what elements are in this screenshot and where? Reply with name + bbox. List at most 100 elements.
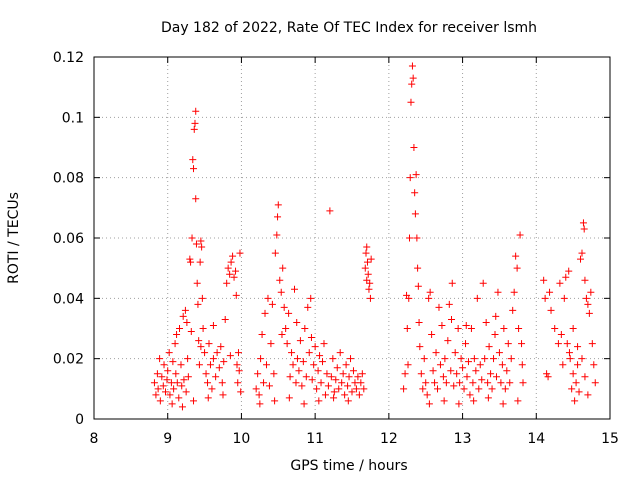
- data-point: [484, 379, 492, 387]
- data-point: [190, 165, 198, 173]
- data-point: [577, 255, 585, 263]
- data-point: [179, 312, 187, 320]
- data-point: [283, 340, 291, 348]
- data-point: [280, 303, 288, 311]
- data-point: [313, 385, 321, 393]
- data-point: [197, 237, 205, 245]
- data-point: [411, 210, 419, 218]
- data-point: [498, 361, 506, 369]
- data-point: [492, 312, 500, 320]
- data-point: [165, 349, 173, 357]
- data-point: [276, 276, 284, 284]
- data-point: [578, 355, 586, 363]
- data-point: [196, 258, 204, 266]
- data-point: [584, 391, 592, 399]
- data-point: [574, 343, 582, 351]
- data-point: [191, 119, 199, 127]
- data-point: [591, 379, 599, 387]
- data-point: [431, 379, 439, 387]
- data-point: [485, 343, 493, 351]
- data-point: [329, 355, 337, 363]
- data-point: [355, 391, 363, 399]
- data-point: [260, 379, 268, 387]
- data-point: [438, 321, 446, 329]
- data-point: [463, 373, 471, 381]
- data-point: [448, 315, 456, 323]
- data-point: [459, 364, 467, 372]
- data-point: [262, 361, 270, 369]
- data-point: [271, 397, 279, 405]
- data-point: [190, 397, 198, 405]
- data-point: [510, 288, 518, 296]
- data-point: [234, 349, 242, 357]
- data-point: [176, 325, 184, 332]
- data-point: [411, 189, 419, 197]
- data-point: [186, 255, 194, 263]
- data-point: [408, 62, 416, 70]
- data-point: [541, 294, 549, 302]
- data-point: [451, 349, 459, 357]
- data-point: [347, 355, 355, 363]
- data-point: [580, 225, 588, 233]
- grid-lines: [94, 57, 610, 419]
- data-point: [407, 98, 415, 106]
- data-point: [274, 201, 282, 209]
- data-point: [192, 107, 200, 115]
- data-point: [360, 385, 368, 393]
- data-point: [163, 376, 171, 384]
- data-point: [551, 325, 559, 332]
- data-point: [209, 355, 217, 363]
- data-point: [335, 385, 343, 393]
- data-point: [467, 325, 475, 332]
- data-point: [223, 279, 231, 287]
- data-point: [286, 373, 294, 381]
- data-point: [270, 370, 278, 378]
- data-point: [154, 385, 162, 393]
- data-point: [178, 382, 186, 390]
- data-point: [469, 379, 477, 387]
- data-point: [365, 285, 373, 293]
- data-point: [436, 361, 444, 369]
- data-point: [307, 294, 315, 302]
- data-point: [308, 376, 316, 384]
- data-point: [229, 252, 237, 260]
- data-point: [220, 358, 228, 366]
- data-point: [158, 373, 166, 381]
- data-point: [278, 331, 286, 339]
- data-points: [150, 62, 599, 411]
- data-point: [507, 355, 515, 363]
- data-point: [422, 379, 430, 387]
- data-point: [366, 279, 374, 287]
- data-point: [274, 213, 282, 221]
- data-point: [435, 303, 443, 311]
- data-point: [172, 370, 180, 378]
- data-point: [569, 325, 577, 332]
- data-point: [167, 379, 175, 387]
- data-point: [513, 264, 521, 272]
- data-point: [410, 144, 418, 151]
- data-point: [296, 337, 304, 345]
- data-point: [150, 379, 158, 387]
- data-point: [257, 355, 265, 363]
- data-point: [473, 294, 481, 302]
- data-point: [205, 340, 213, 348]
- data-point: [358, 370, 366, 378]
- x-tick-label: 11: [306, 431, 324, 447]
- data-point: [518, 361, 526, 369]
- data-point: [543, 370, 551, 378]
- data-point: [302, 373, 310, 381]
- data-point: [565, 267, 573, 275]
- data-point: [218, 379, 226, 387]
- data-point: [416, 343, 424, 351]
- data-point: [295, 367, 303, 375]
- y-tick-label: 0.04: [53, 291, 84, 307]
- data-point: [588, 340, 596, 348]
- data-point: [466, 391, 474, 399]
- data-point: [156, 355, 164, 363]
- data-point: [187, 328, 195, 336]
- data-point: [160, 361, 168, 369]
- data-point: [349, 367, 357, 375]
- data-point: [342, 361, 350, 369]
- data-point: [213, 349, 221, 357]
- data-point: [364, 270, 372, 278]
